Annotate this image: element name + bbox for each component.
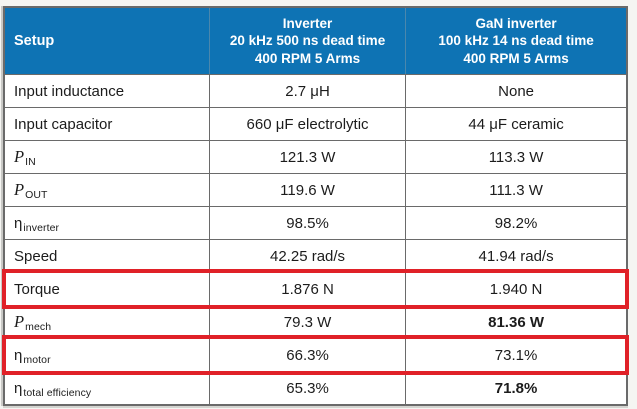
table-row: P OUT 119.6 W 111.3 W xyxy=(5,173,626,206)
row-value-inverter: 79.3 W xyxy=(210,306,407,338)
row-value-gan-inverter: 41.94 rad/s xyxy=(478,247,554,265)
row-label: Torque xyxy=(5,273,210,305)
row-label-base: Input inductance xyxy=(14,82,125,100)
row-value-gan-inverter: 73.1% xyxy=(494,346,538,364)
row-value-inverter: 121.3 W xyxy=(210,141,407,173)
row-label-base: P xyxy=(14,312,25,331)
row-label-subscript: total efficiency xyxy=(23,386,92,399)
row-label-base: η xyxy=(14,379,23,397)
header-gan-line3: 400 RPM 5 Arms xyxy=(463,50,569,66)
table-body: Input inductance 2.7 μH None Input capacito… xyxy=(2,74,629,404)
row-value-inverter: 2.7 μH xyxy=(210,75,407,107)
table-row: η inverter 98.5% 98.2% xyxy=(5,206,626,239)
row-label-subscript: inverter xyxy=(23,221,60,234)
row-value-gan-inverter: 71.8% xyxy=(494,379,538,397)
row-value-inverter: 42.25 rad/s xyxy=(210,240,407,272)
row-label-subscript: IN xyxy=(25,155,36,168)
header-gan-line1: GaN inverter xyxy=(475,15,557,31)
row-label-base: Speed xyxy=(14,247,58,265)
row-label-base: Torque xyxy=(14,280,60,298)
row-value-gan-inverter: 1.940 N xyxy=(489,280,543,298)
row-value-gan-inverter: 111.3 W xyxy=(489,181,543,199)
row-value-inverter: 1.876 N xyxy=(210,273,407,305)
header-inverter-line2: 20 kHz 500 ns dead time xyxy=(229,33,386,49)
row-label: Input inductance xyxy=(5,75,210,107)
header-inverter-line3: 400 RPM 5 Arms xyxy=(254,50,361,66)
row-label: η inverter xyxy=(5,207,210,239)
table-row-highlighted: η motor 66.3% 73.1% xyxy=(2,335,629,375)
row-label: Input capacitor xyxy=(5,108,210,140)
row-label-base: P xyxy=(14,147,25,166)
row-label-base: Input capacitor xyxy=(14,115,113,133)
header-row: Setup Inverter 20 kHz 500 ns dead time 4… xyxy=(5,8,626,74)
header-inverter-line1: Inverter xyxy=(282,15,333,31)
row-value-gan-inverter: None xyxy=(498,82,534,100)
header-cell-inverter: Inverter 20 kHz 500 ns dead time 400 RPM… xyxy=(210,8,407,74)
table-row: Input capacitor 660 μF electrolytic 44 μF … xyxy=(5,107,626,140)
row-value-inverter: 65.3% xyxy=(210,372,407,404)
table-row: η total efficiency 65.3% 71.8% xyxy=(5,371,626,404)
comparison-table: Setup Inverter 20 kHz 500 ns dead time 4… xyxy=(2,6,629,406)
row-label-subscript: mech xyxy=(25,320,52,333)
row-label: P OUT xyxy=(5,174,210,206)
row-value-gan-inverter: 81.36 W xyxy=(488,313,544,331)
row-label-base: η xyxy=(14,346,23,364)
row-label-subscript: OUT xyxy=(25,188,48,201)
row-value-gan-inverter: 44 μF ceramic xyxy=(468,115,564,133)
row-value-inverter: 98.5% xyxy=(210,207,407,239)
row-value-gan-inverter: 98.2% xyxy=(494,214,538,232)
table-row: P IN 121.3 W 113.3 W xyxy=(5,140,626,173)
header-setup-label: Setup xyxy=(14,32,55,49)
row-label-base: η xyxy=(14,214,23,232)
header-gan-line2: 100 kHz 14 ns dead time xyxy=(438,33,594,49)
row-value-gan-inverter: 113.3 W xyxy=(488,148,544,166)
table-row: Speed 42.25 rad/s 41.94 rad/s xyxy=(5,239,626,272)
header-cell-gan-inverter: GaN inverter 100 kHz 14 ns dead time 400… xyxy=(406,8,626,74)
row-label: η total efficiency xyxy=(5,372,210,404)
row-label: η motor xyxy=(5,339,210,371)
row-value-inverter: 119.6 W xyxy=(210,174,407,206)
row-label: P IN xyxy=(5,141,210,173)
row-value-inverter: 66.3% xyxy=(210,339,407,371)
header-cell-setup: Setup xyxy=(5,8,210,74)
table-row-highlighted: Torque 1.876 N 1.940 N xyxy=(2,269,629,309)
row-label-base: P xyxy=(14,180,25,199)
row-label-subscript: motor xyxy=(23,353,51,366)
table-row: Input inductance 2.7 μH None xyxy=(5,74,626,107)
row-label: Speed xyxy=(5,240,210,272)
row-value-inverter: 660 μF electrolytic xyxy=(210,108,407,140)
